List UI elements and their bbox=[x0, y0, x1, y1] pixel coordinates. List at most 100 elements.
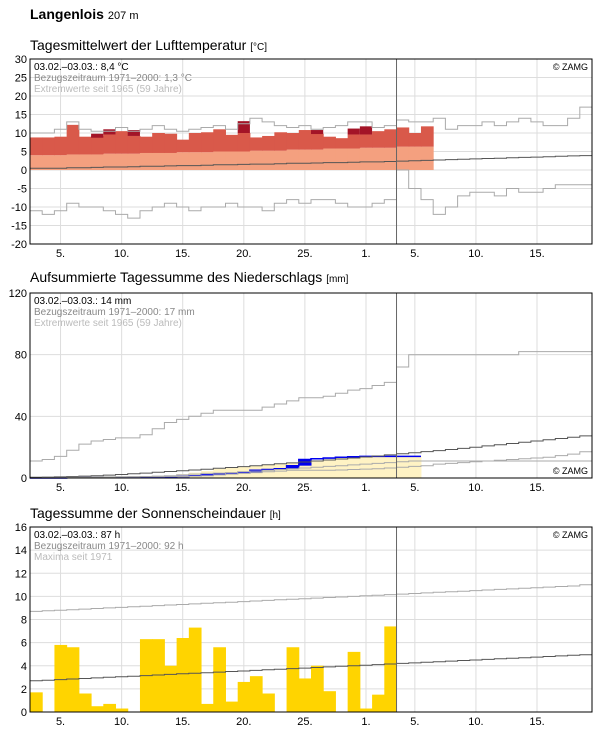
normal-bar bbox=[54, 155, 68, 170]
temperature-bar bbox=[298, 130, 312, 150]
normal-bar bbox=[30, 155, 43, 170]
x-tick-label: 10. bbox=[114, 482, 129, 494]
temperature-bar bbox=[66, 124, 80, 155]
temperature-bar bbox=[372, 131, 385, 148]
temperature-bar bbox=[359, 134, 373, 148]
y-tick-label: 8 bbox=[21, 615, 27, 627]
normal-bar bbox=[66, 154, 80, 170]
sunshine-bar bbox=[54, 644, 68, 712]
chart-panel-3: 0 2 4 6 8 10 12 14 16 5. 10. 15. 20. 25. 1. 5. 10. 15. 03.… bbox=[15, 522, 593, 728]
normal-bar bbox=[298, 149, 312, 170]
legend-line-1: 03.02.–03.03.: 87 h bbox=[34, 530, 120, 541]
station-name: Langenlois bbox=[30, 6, 104, 22]
temperature-bar bbox=[54, 136, 68, 156]
normal-bar bbox=[274, 150, 288, 170]
temperature-bar bbox=[420, 126, 434, 147]
sunshine-bar bbox=[30, 692, 43, 712]
y-tick-label: -10 bbox=[11, 202, 27, 214]
temperature-bar bbox=[249, 137, 263, 151]
copyright-label: © ZAMG bbox=[553, 62, 588, 72]
copyright-label: © ZAMG bbox=[553, 466, 588, 476]
temperature-bar bbox=[274, 132, 288, 151]
normal-bar bbox=[286, 149, 300, 170]
x-tick-label: 10. bbox=[468, 482, 483, 494]
sunshine-chart-title: Tagessumme der Sonnenscheindauer [h] bbox=[30, 505, 281, 521]
precipitation-unit: [mm] bbox=[326, 274, 349, 285]
legend-line-2: Bezugszeitraum 1971–2000: 1,3 °C bbox=[34, 73, 192, 84]
temperature-bar bbox=[347, 134, 361, 149]
sunshine-bar bbox=[78, 693, 92, 712]
warm-record-bar bbox=[103, 129, 116, 135]
x-tick-label: 25. bbox=[297, 716, 312, 728]
sunshine-bar bbox=[262, 693, 275, 712]
x-tick-label: 10. bbox=[468, 716, 483, 728]
normal-bar bbox=[201, 152, 214, 170]
temperature-bar bbox=[30, 137, 43, 156]
legend-line-1: 03.02.–03.03.: 8,4 °C bbox=[34, 62, 129, 73]
normal-bar bbox=[42, 155, 55, 170]
normal-bar bbox=[176, 152, 190, 170]
station-elevation: 207 m bbox=[107, 10, 139, 22]
chart-panel-2: 0 40 80 120 5. 10. 15. 20. 25. 1. 5. 10. 15. 03.02.–0… bbox=[9, 288, 593, 494]
normal-bar bbox=[384, 147, 398, 170]
x-tick-label: 25. bbox=[297, 248, 312, 260]
sunshine-bar bbox=[213, 647, 226, 712]
x-tick-label: 1. bbox=[361, 716, 370, 728]
x-tick-label: 5. bbox=[56, 248, 65, 260]
normal-bar bbox=[225, 151, 239, 170]
y-tick-label: 16 bbox=[15, 522, 27, 534]
precip-normal-band bbox=[311, 461, 324, 478]
y-tick-label: 0 bbox=[21, 473, 27, 485]
warm-record-bar bbox=[127, 130, 140, 136]
y-tick-label: -5 bbox=[17, 184, 27, 196]
temperature-bar bbox=[78, 136, 92, 155]
temperature-bar bbox=[103, 134, 117, 154]
normal-bar bbox=[249, 150, 263, 170]
y-tick-label: 2 bbox=[21, 684, 27, 696]
precip-normal-band bbox=[384, 456, 398, 478]
temperature-bar bbox=[188, 133, 202, 153]
temperature-bar bbox=[225, 134, 239, 152]
temperature-bar bbox=[201, 132, 214, 153]
temperature-bar bbox=[335, 138, 349, 149]
plot-frame bbox=[29, 526, 593, 713]
temperature-bar bbox=[42, 137, 55, 156]
normal-bar bbox=[347, 148, 361, 170]
x-tick-label: 5. bbox=[56, 716, 65, 728]
y-tick-label: 40 bbox=[15, 411, 27, 423]
x-tick-label: 15. bbox=[175, 716, 190, 728]
x-tick-label: 20. bbox=[236, 716, 251, 728]
sunshine-bar bbox=[323, 691, 336, 712]
normal-bar bbox=[115, 153, 129, 170]
precip-normal-band bbox=[372, 456, 385, 478]
x-tick-label: 5. bbox=[410, 482, 419, 494]
x-tick-label: 15. bbox=[529, 482, 544, 494]
normal-bar bbox=[152, 152, 165, 170]
normal-bar bbox=[103, 153, 117, 170]
normal-bar bbox=[188, 152, 202, 170]
y-tick-label: 6 bbox=[21, 638, 27, 650]
sunshine-bar bbox=[359, 708, 373, 712]
x-tick-label: 15. bbox=[529, 716, 544, 728]
x-tick-label: 20. bbox=[236, 248, 251, 260]
temperature-bar bbox=[286, 133, 300, 150]
temperature-bar bbox=[408, 133, 422, 147]
precip-increment-bar bbox=[298, 459, 312, 466]
normal-bar bbox=[127, 153, 141, 170]
sunshine-title-text: Tagessumme der Sonnenscheindauer bbox=[30, 505, 266, 521]
sunshine-unit: [h] bbox=[269, 510, 281, 521]
sunshine-bar bbox=[201, 703, 214, 712]
x-tick-label: 25. bbox=[297, 482, 312, 494]
y-tick-label: 25 bbox=[15, 73, 27, 85]
normal-bar bbox=[323, 148, 336, 170]
x-tick-label: 1. bbox=[361, 482, 370, 494]
y-tick-label: 10 bbox=[15, 128, 27, 140]
y-tick-label: 20 bbox=[15, 91, 27, 103]
plot-frame bbox=[29, 292, 593, 479]
station-header: Langenlois 207 m bbox=[30, 6, 138, 22]
sunshine-bar bbox=[347, 651, 361, 712]
legend-line-3: Maxima seit 1971 bbox=[34, 552, 113, 563]
legend-line-2: Bezugszeitraum 1971–2000: 92 h bbox=[34, 541, 184, 552]
normal-bar bbox=[335, 148, 349, 170]
